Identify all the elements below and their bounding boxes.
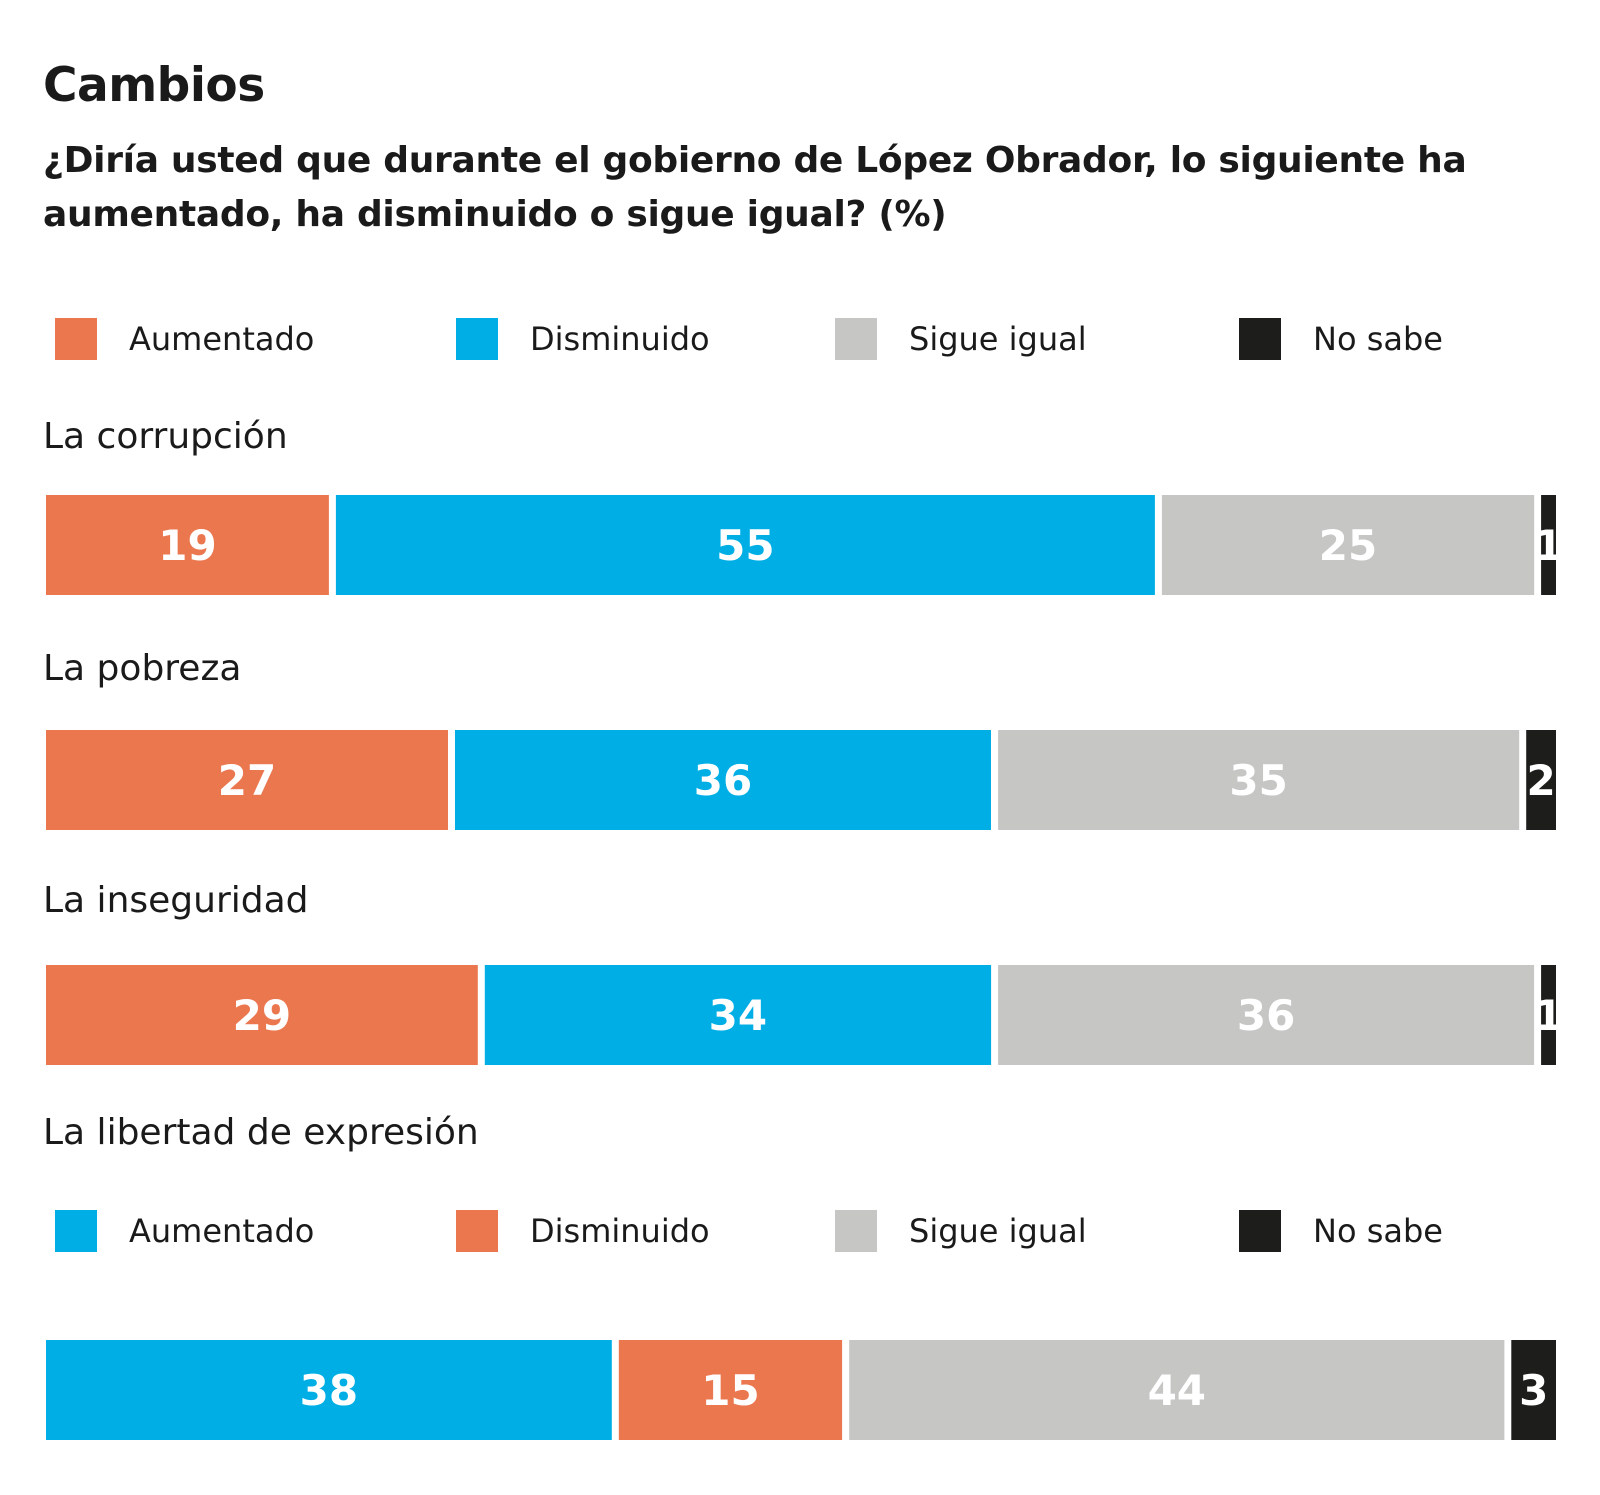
bar-value-label: 15: [701, 1366, 759, 1415]
bar-segment-aumentado: [46, 495, 329, 595]
legend-swatch: [835, 1210, 877, 1252]
legend-swatch: [55, 1210, 97, 1252]
bar-value-label: 2: [1526, 756, 1555, 805]
bar-segment-no-sabe: [1541, 495, 1556, 595]
legend-swatch: [55, 318, 97, 360]
row-label-pobreza: La pobreza: [43, 648, 242, 689]
bar-segment-sigue-igual: [849, 1340, 1505, 1440]
bar-value-label: 34: [709, 991, 767, 1040]
chart-title: Cambios: [43, 58, 265, 113]
legend-label: No sabe: [1313, 1212, 1443, 1250]
bar-value-label: 27: [218, 756, 276, 805]
legend-swatch: [456, 1210, 498, 1252]
bar-segment-sigue-igual: [1161, 495, 1535, 595]
legend-swatch: [835, 318, 877, 360]
bar-value-label: 19: [158, 521, 216, 570]
legend-label: Aumentado: [129, 1212, 315, 1250]
bar-value-label: 29: [233, 991, 291, 1040]
legend-label: Disminuido: [530, 1212, 710, 1250]
bar-segment-sigue-igual: [998, 965, 1535, 1065]
bar-segment-disminuido: [455, 730, 991, 830]
legend-bottom: Aumentado Disminuido Sigue igual No sabe: [0, 1210, 1600, 1252]
legend-top: Aumentado Disminuido Sigue igual No sabe: [0, 318, 1600, 360]
legend-swatch: [456, 318, 498, 360]
bar-value-label: 35: [1229, 756, 1287, 805]
bar-segment-disminuido: [484, 965, 992, 1065]
bar-value-label: 3: [1519, 1366, 1548, 1415]
legend-swatch: [1239, 318, 1281, 360]
bar-value-label: 38: [300, 1366, 358, 1415]
bar-segment-no-sabe: [1541, 965, 1556, 1065]
legend-swatch: [1239, 1210, 1281, 1252]
bar-segment-disminuido: [335, 495, 1155, 595]
legend-label: Aumentado: [129, 320, 315, 358]
bar-segment-no-sabe: [1526, 730, 1556, 830]
bar-value-label: 44: [1148, 1366, 1206, 1415]
bar-value-label: 55: [716, 521, 774, 570]
bar-segment-no-sabe: [1511, 1340, 1556, 1440]
bar-segment-disminuido: [618, 1340, 843, 1440]
bar-segment-aumentado: [46, 965, 478, 1065]
bar-value-label: 1: [1534, 521, 1563, 570]
bar-value-label: 36: [694, 756, 752, 805]
legend-label: Disminuido: [530, 320, 710, 358]
row-label-corrupcion: La corrupción: [43, 416, 288, 457]
legend-label: Sigue igual: [909, 1212, 1087, 1250]
legend-label: No sabe: [1313, 320, 1443, 358]
legend-label: Sigue igual: [909, 320, 1087, 358]
bar-value-label: 25: [1319, 521, 1377, 570]
bar-segment-aumentado: [46, 730, 448, 830]
bar-segment-aumentado: [46, 1340, 612, 1440]
bar-value-label: 36: [1237, 991, 1295, 1040]
bar-segment-sigue-igual: [998, 730, 1520, 830]
row-label-inseguridad: La inseguridad: [43, 880, 309, 921]
row-label-libertad-expresion: La libertad de expresión: [43, 1112, 479, 1153]
chart-subtitle: ¿Diría usted que durante el gobierno de …: [43, 140, 1467, 235]
bar-value-label: 1: [1534, 991, 1563, 1040]
